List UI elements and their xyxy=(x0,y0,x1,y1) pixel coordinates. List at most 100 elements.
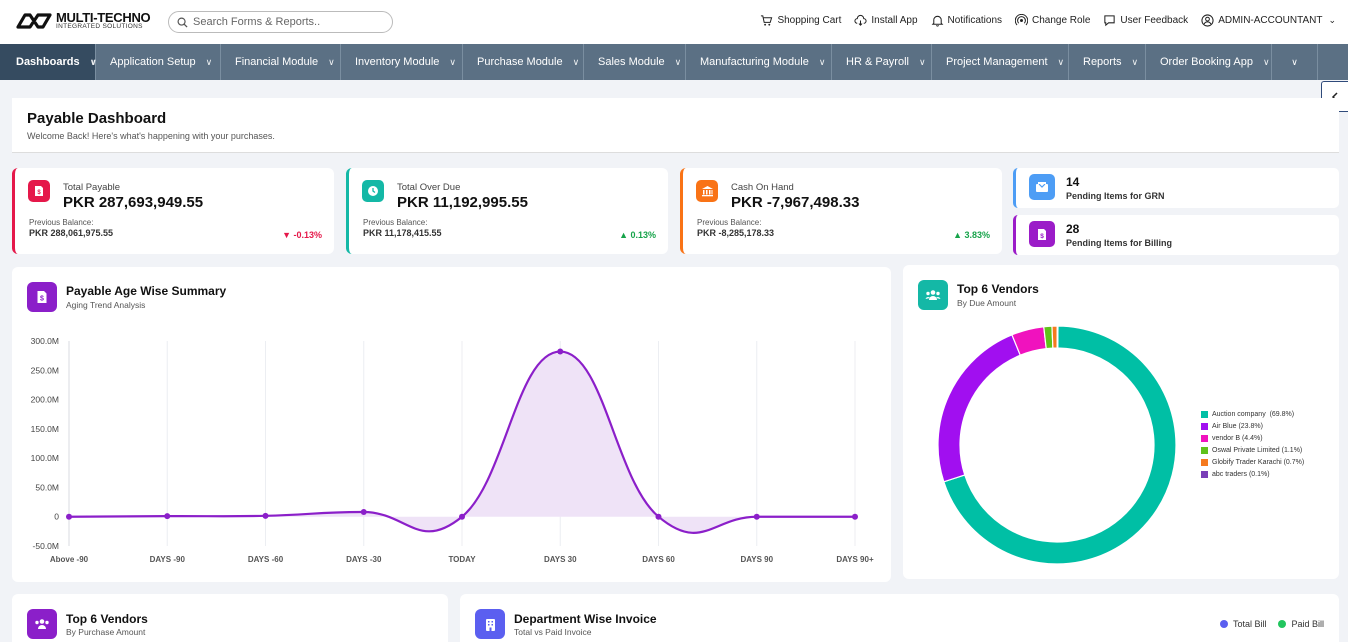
pending-grn-card[interactable]: 14 Pending Items for GRN xyxy=(1013,168,1339,208)
legend-label: Total Bill xyxy=(1232,619,1267,629)
nav-more-button[interactable]: ∨ xyxy=(1272,44,1318,80)
box-icon xyxy=(1029,174,1055,200)
legend-item[interactable]: vendor B (4.4%) xyxy=(1201,432,1304,444)
brand-logo[interactable]: MULTI-TECHNO INTEGRATED SOLUTIONS xyxy=(16,10,151,31)
chevron-down-icon: ∨ xyxy=(674,56,682,67)
chevron-down-icon: ∨ xyxy=(1291,56,1298,67)
stat-value: PKR 11,192,995.55 xyxy=(397,194,528,211)
legend-label: Auction company (69.8%) xyxy=(1212,410,1295,418)
nav-financial-module[interactable]: Financial Module ∨ xyxy=(221,44,341,80)
users-icon xyxy=(918,280,948,310)
legend-paid-bill[interactable]: Paid Bill xyxy=(1278,619,1324,629)
clock-icon xyxy=(362,180,384,202)
stat-label: Total Over Due xyxy=(397,182,461,193)
payable-age-panel: $ Payable Age Wise Summary Aging Trend A… xyxy=(12,267,891,582)
y-tick-label: 200.0M xyxy=(31,395,59,405)
donut-slice xyxy=(937,334,1022,483)
nav-reports[interactable]: Reports ∨ xyxy=(1069,44,1146,80)
y-tick-label: 100.0M xyxy=(31,453,59,463)
legend-label: vendor B (4.4%) xyxy=(1212,434,1263,442)
install-app-button[interactable]: Install App xyxy=(854,14,918,27)
legend-total-bill[interactable]: Total Bill xyxy=(1219,619,1267,629)
nav-project-management[interactable]: Project Management ∨ xyxy=(932,44,1069,80)
legend-item[interactable]: abc traders (0.1%) xyxy=(1201,468,1304,480)
series-line xyxy=(68,350,855,534)
stat-value: PKR 287,693,949.55 xyxy=(63,194,204,211)
panel-subtitle: Aging Trend Analysis xyxy=(66,300,146,310)
nav-label: Application Setup xyxy=(110,56,196,68)
page-title: Payable Dashboard xyxy=(27,110,167,127)
chevron-down-icon: ∨ xyxy=(1131,56,1139,67)
infinity-logo-icon xyxy=(16,13,52,29)
x-tick-label: DAYS 30 xyxy=(544,555,577,564)
y-tick-label: 0 xyxy=(54,512,59,522)
y-tick-label: -50.0M xyxy=(33,541,59,551)
notifications-label: Notifications xyxy=(947,15,1002,26)
x-tick-label: DAYS -90 xyxy=(150,555,186,564)
legend-item[interactable]: Oswal Private Limited (1.1%) xyxy=(1201,444,1304,456)
nav-hr-payroll[interactable]: HR & Payroll ∨ xyxy=(832,44,932,80)
bank-icon xyxy=(696,180,718,202)
user-name-label: ADMIN-ACCOUNTANT xyxy=(1218,15,1323,26)
search-input[interactable] xyxy=(193,16,383,28)
chevron-down-icon: ∨ xyxy=(449,56,456,67)
data-point xyxy=(753,513,760,520)
department-invoice-panel: Department Wise Invoice Total vs Paid In… xyxy=(460,594,1339,642)
legend-item[interactable]: Globify Trader Karachi (0.7%) xyxy=(1201,456,1304,468)
logo-main-text: MULTI-TECHNO xyxy=(56,10,151,26)
x-tick-label: DAYS 60 xyxy=(642,555,675,564)
stat-prev-label: Previous Balance: xyxy=(697,218,762,227)
panel-title: Top 6 Vendors xyxy=(957,282,1039,296)
nav-application-setup[interactable]: Application Setup ∨ xyxy=(96,44,221,80)
donut-slice xyxy=(1056,325,1059,349)
nav-order-booking-app[interactable]: Order Booking App ∨ xyxy=(1146,44,1272,80)
data-point xyxy=(557,348,564,355)
stat-label: Cash On Hand xyxy=(731,182,794,193)
install-app-label: Install App xyxy=(871,15,918,26)
shopping-cart-button[interactable]: Shopping Cart xyxy=(760,14,841,27)
page-subtitle: Welcome Back! Here's what's happening wi… xyxy=(27,131,275,141)
vendors-donut-chart xyxy=(937,325,1177,565)
pending-billing-card[interactable]: $ 28 Pending Items for Billing xyxy=(1013,215,1339,255)
legend-label: abc traders (0.1%) xyxy=(1212,470,1270,478)
chevron-down-icon: ∨ xyxy=(918,56,926,67)
legend-swatch xyxy=(1201,422,1208,430)
nav-dashboards[interactable]: Dashboards ∨ xyxy=(0,44,97,80)
nav-label: Project Management xyxy=(946,56,1048,68)
feedback-icon xyxy=(1104,15,1116,27)
x-tick-label: DAYS 90 xyxy=(740,555,773,564)
chevron-down-icon: ∨ xyxy=(1262,56,1270,67)
legend-swatch xyxy=(1201,410,1208,418)
aging-area-chart: 300.0M 250.0M 200.0M 150.0M 100.0M 50.0M 0 -50.… xyxy=(31,336,874,564)
nav-manufacturing-module[interactable]: Manufacturing Module ∨ xyxy=(686,44,832,80)
donut-legend: Auction company (69.8%) Air Blue (23.8%) v… xyxy=(1201,408,1304,480)
stat-value: PKR -7,967,498.33 xyxy=(731,194,860,211)
nav-purchase-module[interactable]: Purchase Module ∨ xyxy=(463,44,584,80)
data-point xyxy=(459,513,465,520)
user-feedback-label: User Feedback xyxy=(1120,15,1189,26)
donut-slice xyxy=(1051,325,1058,349)
user-feedback-button[interactable]: User Feedback xyxy=(1103,14,1188,27)
notifications-button[interactable]: Notifications xyxy=(931,14,1002,27)
y-tick-label: 50.0M xyxy=(35,482,59,492)
panel-title: Top 6 Vendors xyxy=(66,612,148,626)
change-role-button[interactable]: Change Role xyxy=(1015,14,1090,27)
building-icon xyxy=(475,609,505,639)
data-point xyxy=(655,513,662,520)
legend-item[interactable]: Air Blue (23.8%) xyxy=(1201,420,1304,432)
y-tick-label: 300.0M xyxy=(31,336,59,346)
chevron-down-icon: ∨ xyxy=(818,56,826,67)
x-tick-label: DAYS 90+ xyxy=(836,555,874,564)
chevron-down-icon: ∨ xyxy=(328,56,335,67)
search-box[interactable] xyxy=(168,11,393,33)
user-menu-button[interactable]: ADMIN-ACCOUNTANT ⌄ xyxy=(1201,14,1336,27)
nav-label: Dashboards xyxy=(16,56,80,68)
data-point xyxy=(164,513,171,520)
panel-subtitle: By Due Amount xyxy=(957,298,1017,308)
stat-card-total-over-due: Total Over Due PKR 11,192,995.55 Previou… xyxy=(346,168,668,254)
legend-item[interactable]: Auction company (69.8%) xyxy=(1201,408,1304,420)
nav-inventory-module[interactable]: Inventory Module ∨ xyxy=(341,44,463,80)
chevron-down-icon: ∨ xyxy=(572,56,580,67)
nav-sales-module[interactable]: Sales Module ∨ xyxy=(584,44,686,80)
x-tick-label: DAYS -30 xyxy=(346,555,382,564)
